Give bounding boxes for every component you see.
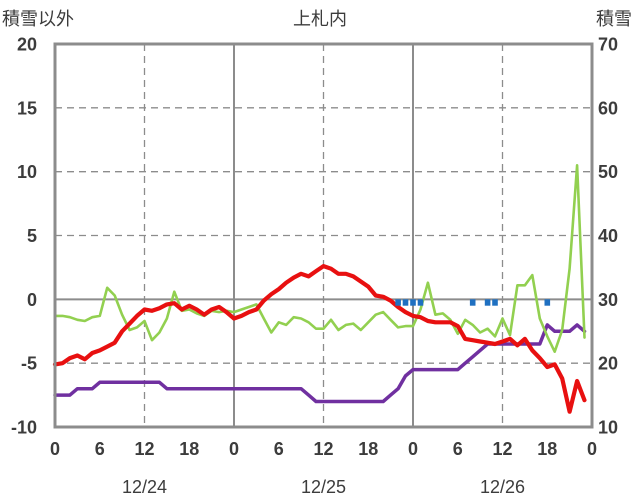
blue-series-bar bbox=[402, 299, 409, 306]
date-labels: 12/24 12/25 12/26 bbox=[122, 477, 525, 497]
y-tick-label: 15 bbox=[17, 98, 37, 118]
y2-tick-label: 30 bbox=[598, 290, 618, 310]
x-tick-label: 18 bbox=[537, 439, 557, 459]
y2-tick-label: 40 bbox=[598, 226, 618, 246]
left-axis-ticks: 20 15 10 5 0 -5 -10 bbox=[11, 35, 37, 438]
x-tick-label: 6 bbox=[95, 439, 105, 459]
y2-tick-label: 10 bbox=[598, 418, 618, 438]
x-tick-label: 0 bbox=[50, 439, 60, 459]
x-tick-label: 0 bbox=[587, 439, 597, 459]
y-tick-label: 0 bbox=[27, 290, 37, 310]
date-label: 12/26 bbox=[480, 477, 525, 497]
chart-title: 上札内 bbox=[293, 9, 347, 30]
x-tick-label: 12 bbox=[134, 439, 154, 459]
date-label: 12/25 bbox=[301, 477, 346, 497]
y2-tick-label: 70 bbox=[598, 35, 618, 55]
right-axis-title: 積雪 bbox=[596, 9, 632, 30]
blue-series-bar bbox=[492, 299, 498, 306]
plot-frame bbox=[53, 42, 594, 429]
blue-series-bar bbox=[410, 299, 416, 306]
y2-tick-label: 50 bbox=[598, 162, 618, 182]
blue-series-bar bbox=[484, 299, 491, 306]
y-tick-label: 20 bbox=[17, 35, 37, 55]
x-tick-label: 18 bbox=[179, 439, 199, 459]
gridlines bbox=[55, 44, 592, 427]
x-tick-label: 18 bbox=[358, 439, 378, 459]
blue-series-bar bbox=[469, 299, 476, 306]
y-tick-label: 10 bbox=[17, 162, 37, 182]
right-axis-ticks: 70 60 50 40 30 20 10 bbox=[598, 35, 618, 438]
series-layer bbox=[52, 164, 587, 414]
y-tick-label: -10 bbox=[11, 418, 37, 438]
date-label: 12/24 bbox=[122, 477, 167, 497]
x-tick-label: 12 bbox=[313, 439, 333, 459]
y2-tick-label: 20 bbox=[598, 354, 618, 374]
y-tick-label: 5 bbox=[27, 226, 37, 246]
x-tick-label: 6 bbox=[274, 439, 284, 459]
blue-series-bar bbox=[395, 299, 401, 306]
x-tick-label: 0 bbox=[408, 439, 418, 459]
x-tick-label: 0 bbox=[229, 439, 239, 459]
red-series-line bbox=[52, 264, 587, 414]
y-tick-label: -5 bbox=[21, 354, 37, 374]
y2-tick-label: 60 bbox=[598, 98, 618, 118]
x-axis-ticks: 0 6 12 18 0 6 12 18 0 6 12 18 0 bbox=[50, 439, 597, 459]
x-tick-label: 12 bbox=[492, 439, 512, 459]
x-tick-label: 6 bbox=[453, 439, 463, 459]
blue-series-bar bbox=[417, 299, 424, 306]
green-series-line bbox=[53, 164, 586, 354]
left-axis-title: 積雪以外 bbox=[2, 9, 74, 30]
blue-series-bar bbox=[544, 299, 551, 306]
